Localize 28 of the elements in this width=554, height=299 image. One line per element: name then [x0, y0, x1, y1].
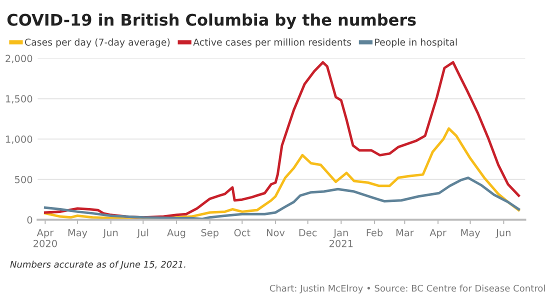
- y-tick-label: 0: [27, 216, 32, 224]
- x-tick-label: Apr 2020: [34, 229, 57, 248]
- y-tick-label: 1,000: [6, 136, 32, 144]
- chart-title: COVID-19 in British Columbia by the numbers: [7, 13, 416, 30]
- x-tick-label: Jun: [496, 229, 510, 238]
- x-tick-label: Feb: [366, 228, 383, 236]
- x-tick-label: May: [68, 229, 88, 238]
- y-tick-label: 2,000: [6, 54, 32, 64]
- y-tick-label: 500: [15, 176, 32, 184]
- x-tick-label: May: [461, 229, 480, 238]
- text: Chart: Justin McElroy • Source: BC Centre for Disease Control: [270, 284, 545, 294]
- x-tick-label: Sep: [201, 228, 218, 238]
- line-series: [44, 61, 520, 219]
- x-tick-label: Aug: [167, 229, 186, 238]
- x-tick-label: Dec: [299, 229, 317, 236]
- legend-label: People in hospital: [375, 38, 457, 48]
- x-tick-label: Oct: [234, 228, 250, 236]
- x-tick-label: Mar: [396, 229, 414, 236]
- legend-label: Active cases per million residents: [193, 38, 352, 48]
- x-tick-label: Nov: [266, 229, 285, 236]
- text: Numbers accurate as of June 15, 2021.: [10, 260, 186, 270]
- legend-label: Cases per day (7-day average): [25, 38, 170, 48]
- x-tick-label: Jul: [136, 228, 148, 238]
- x-tick-label: Jan 2021: [330, 229, 353, 248]
- line-series: [44, 176, 520, 220]
- x-tick-label: Jun: [102, 229, 118, 238]
- y-tick-label: 1,500: [6, 95, 32, 104]
- x-tick-label: Apr: [430, 229, 446, 238]
